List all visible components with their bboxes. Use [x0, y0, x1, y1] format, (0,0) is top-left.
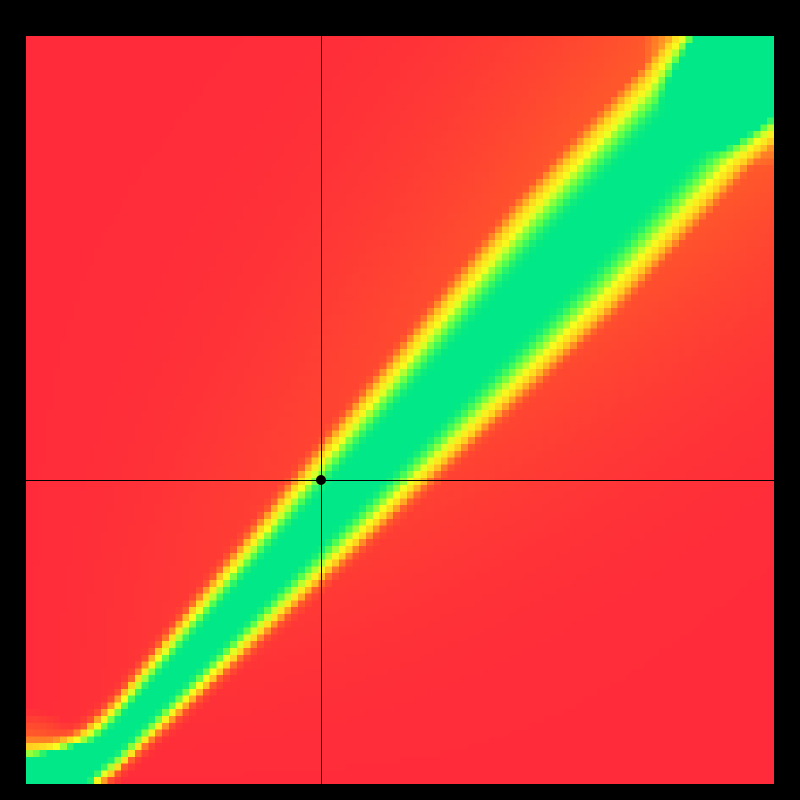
crosshair-horizontal — [26, 480, 774, 481]
heatmap-plot — [26, 36, 774, 784]
crosshair-vertical — [321, 36, 322, 784]
watermark-text: TheBottleneck.com — [561, 6, 782, 34]
heatmap-canvas — [26, 36, 774, 784]
frame: TheBottleneck.com — [0, 0, 800, 800]
crosshair-dot — [316, 475, 326, 485]
